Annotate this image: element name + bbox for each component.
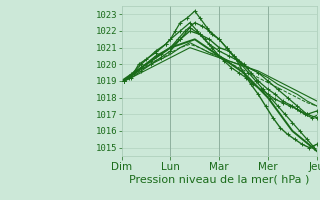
- X-axis label: Pression niveau de la mer( hPa ): Pression niveau de la mer( hPa ): [129, 174, 309, 184]
